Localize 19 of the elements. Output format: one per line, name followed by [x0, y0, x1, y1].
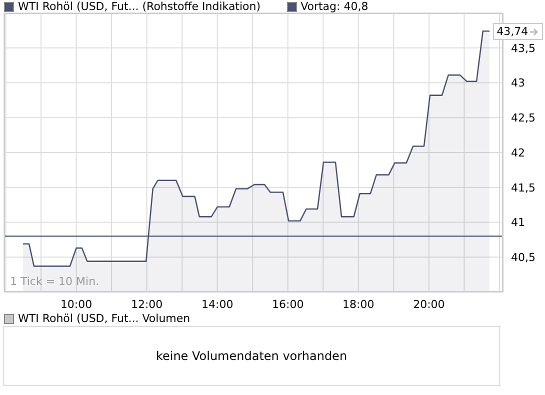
x-tick-label: 10:00 — [60, 298, 92, 311]
annotation: 1 Tick = 10 Min. — [10, 275, 100, 288]
x-tick-label: 20:00 — [413, 298, 445, 311]
y-tick-label: 42,5 — [511, 112, 536, 125]
y-tick-label: 43 — [511, 76, 525, 90]
x-tick-label: 16:00 — [272, 298, 304, 311]
x-tick-label: 14:00 — [202, 298, 234, 311]
y-tick-label: 41,5 — [511, 181, 536, 194]
text: WTI Rohöl (USD, Fut... Volumen — [18, 312, 190, 325]
legend-label: Vortag: 40,8 — [300, 0, 368, 13]
annotation: 43,74 — [496, 25, 528, 38]
y-tick-label: 41 — [511, 216, 525, 230]
x-tick-label: 12:00 — [130, 298, 163, 311]
text: keine Volumendaten vorhanden — [3, 326, 500, 386]
y-tick-label: 42 — [511, 146, 525, 160]
y-tick-label: 40,5 — [511, 251, 536, 264]
legend-label: WTI Rohöl (USD, Fut... (Rohstoffe Indikation) — [18, 0, 261, 13]
x-tick-label: 18:00 — [342, 298, 374, 311]
y-tick-label: 43,5 — [511, 42, 536, 55]
